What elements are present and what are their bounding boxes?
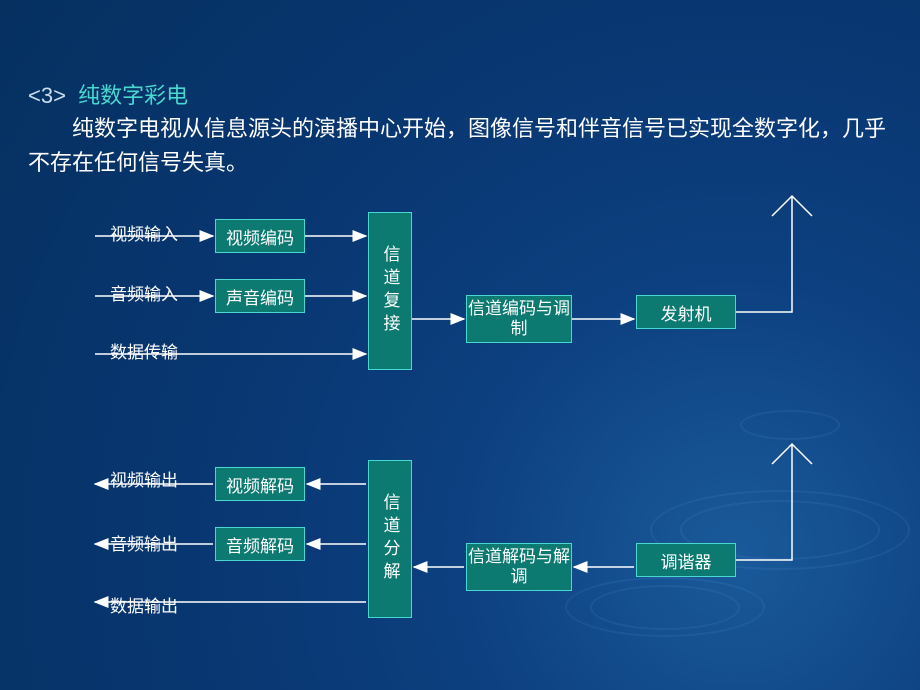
slide-heading: <3> 纯数字彩电: [28, 78, 188, 110]
label-audio-output: 音频输出: [110, 530, 178, 555]
label-video-input: 视频输入: [110, 220, 178, 245]
box-channel-mux: 信道复接: [368, 212, 412, 370]
label-data-output: 数据输出: [110, 592, 178, 617]
heading-number: <3>: [28, 83, 66, 108]
label-data-input: 数据传输: [110, 338, 178, 363]
box-tuner: 调谐器: [636, 543, 736, 577]
box-audio-encode: 声音编码: [215, 279, 305, 313]
box-video-encode: 视频编码: [215, 219, 305, 253]
label-audio-input: 音频输入: [110, 280, 178, 305]
box-audio-decode: 音频解码: [215, 527, 305, 561]
slide-description: 纯数字电视从信息源头的演播中心开始，图像信号和伴音信号已实现全数字化，几乎不存在…: [28, 112, 890, 180]
heading-title: 纯数字彩电: [78, 83, 188, 108]
box-video-decode: 视频解码: [215, 467, 305, 501]
box-transmitter: 发射机: [636, 295, 736, 329]
bg-ripple: [565, 577, 765, 637]
bg-ripple: [740, 410, 840, 440]
box-channel-mod: 信道编码与调制: [466, 295, 572, 343]
label-video-output: 视频输出: [110, 466, 178, 491]
box-channel-demod: 信道解码与解调: [466, 543, 572, 591]
box-channel-demux: 信道分解: [368, 460, 412, 618]
